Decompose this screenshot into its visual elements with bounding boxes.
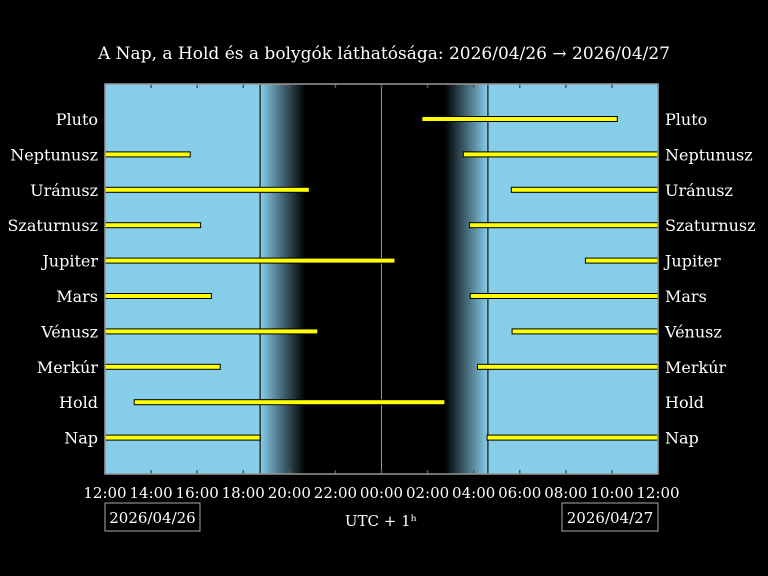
date-right: 2026/04/27 <box>567 509 653 527</box>
visibility-bar <box>104 186 310 193</box>
x-tick-label: 18:00 <box>222 484 265 502</box>
x-tick-label: 02:00 <box>406 484 449 502</box>
body-label-left: Merkúr <box>37 358 99 377</box>
body-label-right: Jupiter <box>663 252 721 271</box>
night-region <box>305 84 445 474</box>
visibility-bar <box>421 116 618 122</box>
plot-frame <box>104 83 659 475</box>
x-tick-label: 12:00 <box>636 484 679 502</box>
x-tick-label: 10:00 <box>590 484 633 502</box>
visibility-bar <box>468 222 659 229</box>
visibility-bar <box>104 328 319 335</box>
date-left: 2026/04/26 <box>109 509 195 527</box>
body-label-left: Hold <box>59 393 98 412</box>
twilight-dawn <box>444 84 488 474</box>
x-tick-label: 00:00 <box>360 484 403 502</box>
visibility-bar <box>584 257 659 264</box>
visibility-bar <box>511 328 659 335</box>
x-axis-label: UTC + 1ʰ <box>345 512 417 530</box>
day-region-right <box>487 84 658 474</box>
body-label-right: Hold <box>665 393 704 412</box>
x-tick-label: 12:00 <box>83 484 126 502</box>
body-label-left: Szaturnusz <box>7 216 98 235</box>
body-label-left: Neptunusz <box>10 145 98 164</box>
date-right-box <box>561 502 659 532</box>
body-label-right: Merkúr <box>665 358 727 377</box>
visibility-bar <box>469 293 659 299</box>
x-tick-label: 14:00 <box>129 484 172 502</box>
x-tick-label: 22:00 <box>314 484 357 502</box>
event-lines <box>259 84 489 474</box>
visibility-bar <box>462 151 659 158</box>
x-tick-label: 20:00 <box>268 484 311 502</box>
body-label-right: Neptunusz <box>665 145 753 164</box>
x-tick-label: 08:00 <box>544 484 587 502</box>
body-labels: Pluto Pluto Neptunusz Neptunusz Uránusz Uránu… <box>7 110 755 448</box>
x-tick-label: 16:00 <box>176 484 219 502</box>
body-label-right: Uránusz <box>665 181 733 200</box>
body-label-left: Uránusz <box>30 181 98 200</box>
body-label-left: Vénusz <box>40 322 98 341</box>
visibility-bar <box>104 363 221 370</box>
day-night-background <box>105 84 658 474</box>
body-label-right: Vénusz <box>664 322 722 341</box>
visibility-bar <box>510 186 659 193</box>
body-label-right: Nap <box>665 429 699 448</box>
body-label-right: Mars <box>665 287 707 306</box>
visibility-bar <box>133 399 446 406</box>
body-label-left: Jupiter <box>40 252 98 271</box>
visibility-bar <box>104 257 396 264</box>
date-left-box <box>104 502 201 532</box>
twilight-dusk <box>260 84 306 474</box>
x-tick-label: 06:00 <box>498 484 541 502</box>
body-label-left: Pluto <box>56 110 98 129</box>
visibility-bar <box>104 434 261 441</box>
visibility-bar <box>477 363 659 370</box>
chart-title: A Nap, a Hold és a bolygók láthatósága: … <box>97 44 670 64</box>
body-label-right: Pluto <box>665 110 707 129</box>
day-region-left <box>105 84 261 474</box>
body-label-left: Mars <box>56 287 98 306</box>
x-axis: 12:00 14:00 16:00 18:00 20:00 22:00 00:00 02:00… <box>83 84 680 502</box>
x-tick-label: 04:00 <box>452 484 495 502</box>
body-label-right: Szaturnusz <box>665 216 756 235</box>
visibility-bar <box>104 151 191 158</box>
body-label-left: Nap <box>64 429 98 448</box>
visibility-bar <box>486 434 659 441</box>
visibility-bar <box>104 222 202 229</box>
visibility-bar <box>104 293 212 299</box>
